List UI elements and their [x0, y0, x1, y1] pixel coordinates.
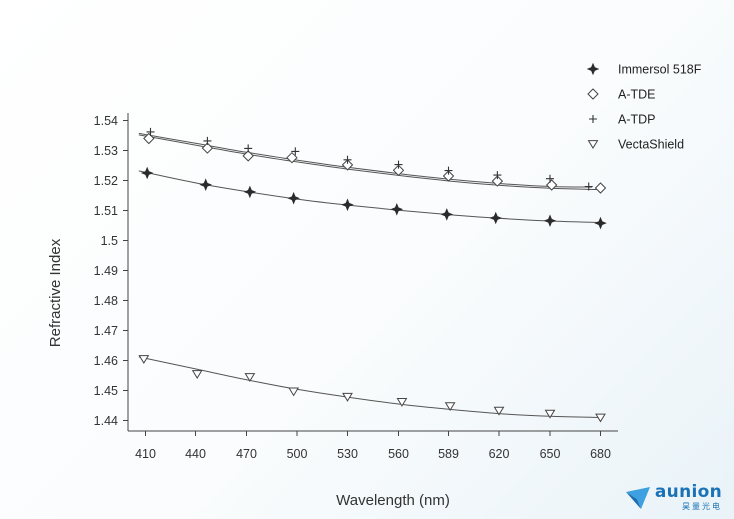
fit-curve-vectashield: [138, 356, 601, 418]
x-tick-label: 410: [135, 447, 156, 461]
y-tick-label: 1.46: [94, 354, 118, 368]
data-point-a-tdp: [146, 127, 155, 136]
data-point-vectashield: [544, 409, 556, 419]
data-point-vectashield: [342, 392, 353, 402]
data-markers: [138, 127, 607, 423]
aunion-logo-icon: [625, 486, 650, 509]
data-point-a-tde: [491, 175, 504, 187]
data-point-a-tdp: [244, 144, 253, 153]
x-tick-label: 560: [388, 447, 409, 461]
data-point-immersol-518f: [140, 166, 154, 180]
fit-curve-a-tde: [138, 134, 598, 190]
data-point-immersol-518f: [341, 198, 354, 212]
x-tick-label: 589: [438, 447, 459, 461]
data-point-immersol-518f: [287, 191, 300, 205]
data-point-immersol-518f: [489, 211, 503, 225]
fit-curve-a-tdp: [138, 132, 593, 188]
data-point-immersol-518f: [390, 203, 404, 216]
x-tick-label: 470: [236, 447, 257, 461]
data-point-a-tde: [545, 179, 558, 191]
legend-label-a-tde: A-TDE: [618, 88, 656, 102]
data-point-a-tde: [341, 159, 354, 171]
data-point-immersol-518f: [199, 178, 212, 191]
y-tick-label: 1.52: [94, 174, 118, 188]
data-point-vectashield: [444, 402, 456, 412]
x-tick-labels: 410 440 470 500 530 560 589 620 650 680: [135, 447, 611, 461]
fit-curve-immersol-518f: [138, 170, 601, 223]
data-point-a-tdp: [444, 166, 453, 175]
data-point-immersol-518f: [440, 208, 454, 221]
x-tick-label: 650: [540, 447, 561, 461]
y-tick-label: 1.47: [94, 324, 118, 338]
data-point-a-tdp: [343, 155, 352, 164]
data-point-vectashield: [396, 398, 408, 407]
data-point-a-tde: [594, 182, 607, 194]
y-tick-label: 1.53: [94, 144, 118, 158]
data-point-immersol-518f: [243, 185, 257, 199]
x-axis-title: Wavelength (nm): [336, 492, 450, 509]
legend: Immersol 518F A-TDE A-TDP VectaShield: [586, 62, 702, 152]
y-tick-label: 1.48: [94, 294, 118, 308]
y-tick-label: 1.49: [94, 264, 118, 278]
data-point-a-tde: [201, 142, 214, 154]
data-point-a-tde: [242, 150, 254, 162]
data-point-vectashield: [288, 387, 300, 397]
data-point-vectashield: [191, 370, 203, 380]
data-point-immersol-518f: [543, 214, 557, 227]
legend-marker-immersol-518f: [586, 62, 600, 76]
data-point-a-tdp: [546, 174, 554, 183]
data-point-vectashield: [595, 413, 606, 423]
data-point-a-tde: [442, 170, 455, 182]
y-tick-label: 1.54: [94, 114, 118, 128]
data-point-a-tdp: [291, 147, 300, 156]
data-point-a-tdp: [493, 171, 502, 180]
x-tick-label: 500: [287, 447, 308, 461]
fit-curves: [138, 132, 601, 418]
legend-marker-vectashield: [587, 140, 599, 150]
data-point-immersol-518f: [594, 216, 607, 230]
y-tick-label: 1.51: [94, 204, 118, 218]
y-tick-label: 1.45: [94, 384, 118, 398]
data-point-a-tdp: [584, 182, 593, 191]
data-point-a-tde: [143, 132, 155, 145]
legend-label-immersol-518f: Immersol 518F: [618, 63, 702, 77]
aunion-logo: aunion 昊量光电: [625, 484, 722, 511]
data-point-a-tdp: [394, 160, 403, 169]
legend-marker-a-tde: [587, 88, 599, 100]
legend-label-a-tdp: A-TDP: [618, 113, 656, 127]
y-tick-labels: 1.54 1.53 1.52 1.51 1.5 1.49 1.48 1.47 1.46 1.45 1…: [94, 114, 118, 428]
data-point-a-tdp: [203, 136, 212, 145]
data-point-vectashield: [244, 373, 256, 383]
x-tick-label: 530: [337, 447, 358, 461]
legend-label-vectashield: VectaShield: [618, 138, 684, 152]
data-point-vectashield: [138, 355, 150, 365]
y-axis-title: Refractive Index: [47, 238, 64, 347]
y-tick-label: 1.44: [94, 414, 118, 428]
x-tick-label: 680: [590, 447, 611, 461]
legend-marker-a-tdp: [589, 115, 597, 123]
chart-axes: [123, 113, 618, 436]
logo-text: aunion: [654, 482, 722, 502]
data-point-a-tde: [392, 164, 405, 177]
data-point-a-tde: [286, 151, 298, 164]
logo-subtext: 昊量光电: [682, 502, 722, 511]
data-point-vectashield: [493, 406, 505, 416]
x-tick-label: 440: [185, 447, 206, 461]
y-tick-label: 1.5: [101, 234, 118, 248]
x-tick-label: 620: [489, 447, 510, 461]
